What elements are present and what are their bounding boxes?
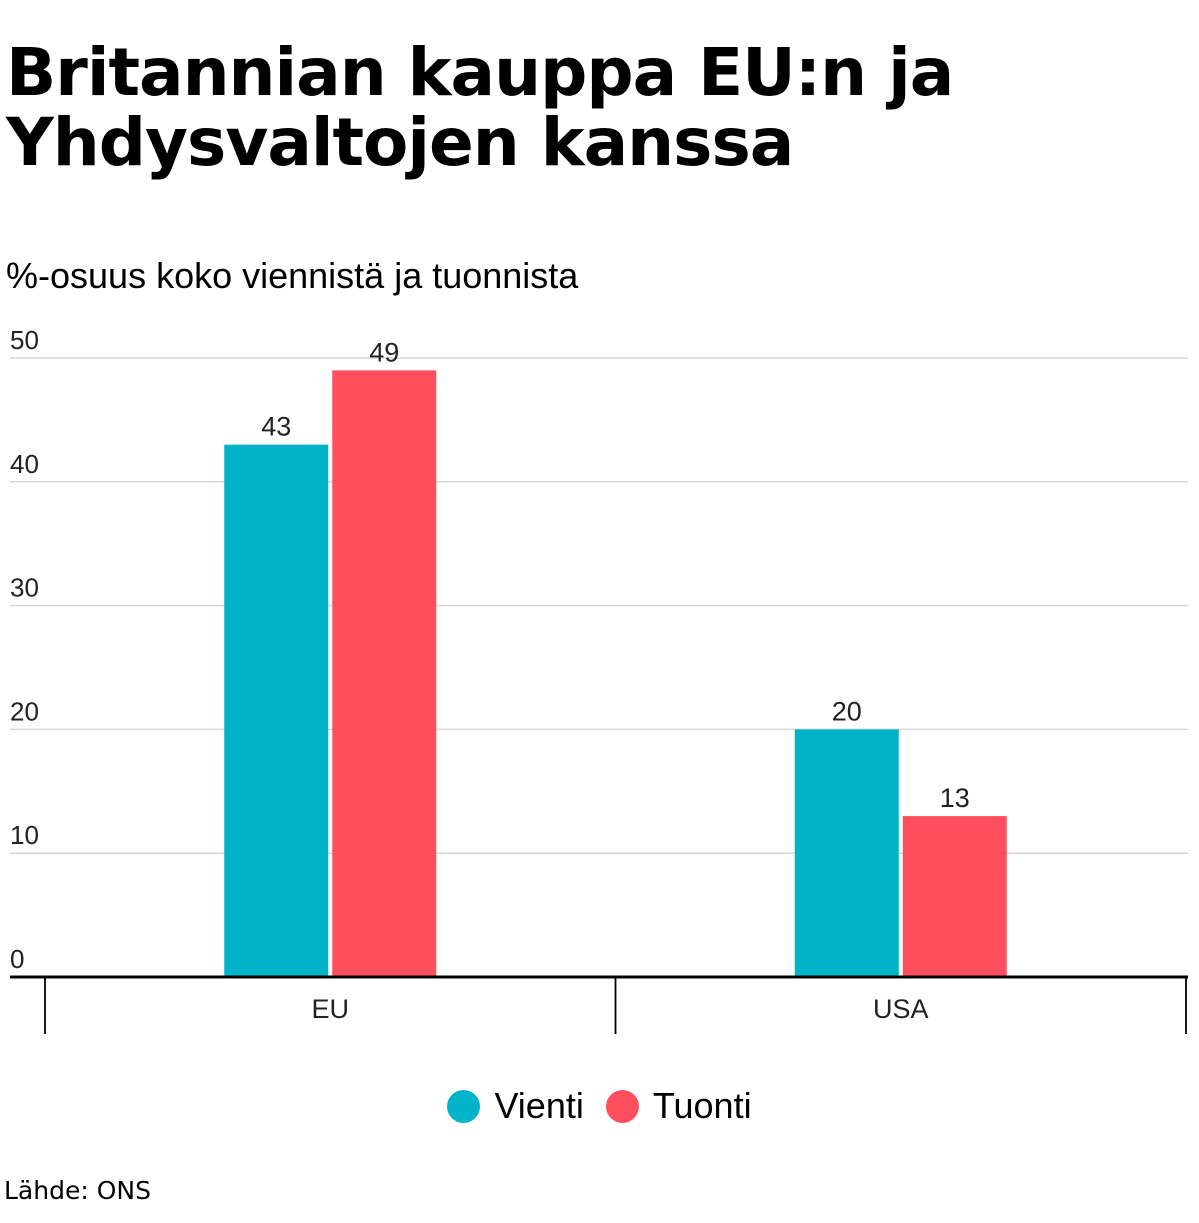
y-tick-label-40: 40 [10, 449, 39, 479]
y-tick-label-50: 50 [10, 325, 39, 355]
chart-title: Britannian kauppa EU:n ja Yhdysvaltojen … [6, 34, 954, 181]
x-tick-label-eu: EU [311, 994, 349, 1024]
x-tick-label-usa: USA [873, 994, 929, 1024]
bar-tuonti-eu [332, 370, 437, 977]
data-label-vienti-eu: 43 [261, 412, 291, 442]
data-label-tuonti-eu: 49 [369, 337, 399, 367]
legend-item-vienti: Vienti [447, 1082, 584, 1130]
data-label-vienti-usa: 20 [832, 696, 862, 726]
y-tick-label-10: 10 [10, 820, 39, 850]
data-label-tuonti-usa: 13 [940, 783, 970, 813]
legend-label-tuonti: Tuonti [652, 1085, 752, 1126]
legend-swatch-vienti [447, 1089, 481, 1123]
bar-vienti-eu [224, 444, 329, 977]
y-tick-label-0: 0 [10, 944, 24, 974]
source-note: Lähde: ONS [4, 1176, 151, 1205]
y-tick-label-30: 30 [10, 573, 39, 603]
bar-vienti-usa [794, 729, 899, 977]
y-tick-label-20: 20 [10, 696, 39, 726]
legend-item-tuonti: Tuonti [605, 1082, 752, 1130]
chart-subtitle: %-osuus koko viennistä ja tuonnista [6, 255, 579, 296]
bar-tuonti-usa [902, 816, 1007, 977]
legend-swatch-tuonti [605, 1089, 639, 1123]
legend: Vienti Tuonti [0, 1082, 1199, 1130]
legend-label-vienti: Vienti [494, 1085, 584, 1126]
